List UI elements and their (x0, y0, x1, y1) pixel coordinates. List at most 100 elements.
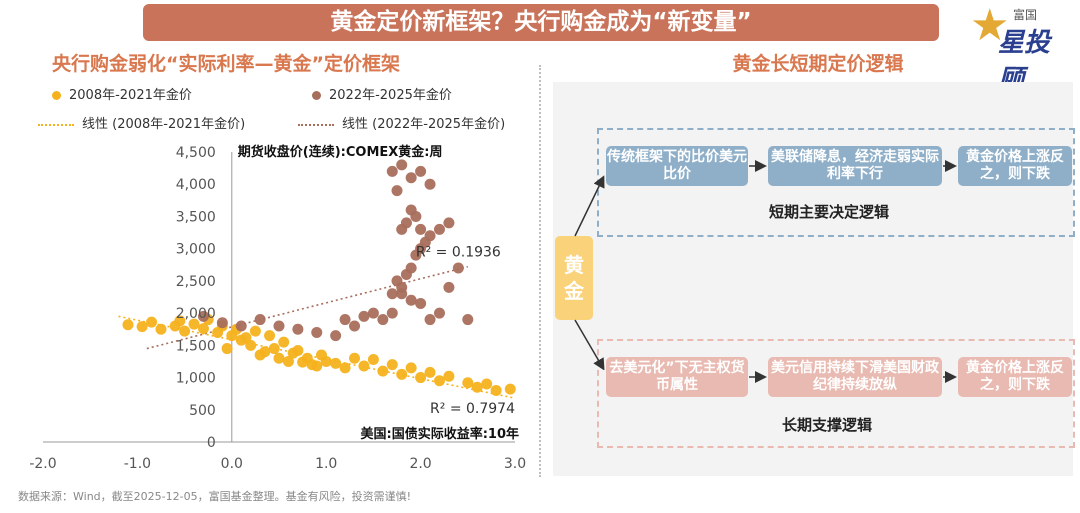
r2-label-series1: R² = 0.7974 (430, 401, 515, 417)
point-series2 (415, 165, 427, 177)
point-series1 (349, 352, 361, 364)
point-series1 (330, 357, 342, 369)
y-tick-label: 500 (189, 403, 216, 419)
point-series1 (396, 368, 408, 380)
point-series2 (462, 314, 474, 326)
legend-dot-series2 (312, 91, 321, 100)
point-series1 (367, 354, 379, 366)
x-tick-label: -2.0 (29, 456, 56, 472)
banner-title: 黄金定价新框架？央行购金成为“新变量” (143, 4, 939, 41)
point-series1 (386, 359, 398, 371)
point-series1 (490, 384, 502, 396)
point-series2 (197, 310, 209, 322)
point-series1 (254, 349, 266, 361)
point-series2 (415, 297, 427, 309)
right-title: 黄金长短期定价逻辑 (732, 53, 904, 75)
r2-label-series2: R² = 0.1936 (416, 244, 501, 260)
point-series2 (386, 288, 398, 300)
x-tick-label: -1.0 (124, 456, 151, 472)
point-series1 (197, 323, 209, 335)
point-series2 (443, 281, 455, 293)
long-box-1: 去美元化”下无主权货币属性 (606, 357, 748, 397)
y-tick-label: 3,000 (176, 242, 216, 258)
point-series2 (400, 217, 412, 229)
point-series2 (311, 326, 323, 338)
x-axis-title: 美国:国债实际收益率:10年 (361, 426, 520, 442)
point-series1 (462, 377, 474, 389)
legend-label-series2: 2022年-2025年金价 (329, 88, 452, 103)
legend-dot-series1 (52, 91, 61, 100)
point-series2 (452, 262, 464, 274)
legend-label-series1: 2008年-2021年金价 (69, 88, 192, 103)
point-series2 (396, 281, 408, 293)
point-series1 (136, 321, 148, 333)
legend-series1: 2008年-2021年金价 (52, 84, 192, 103)
point-series2 (235, 320, 247, 332)
point-series1 (273, 352, 285, 364)
point-series1 (481, 378, 493, 390)
point-series1 (415, 372, 427, 384)
y-axis-title: 期货收盘价(连续):COMEX黄金:周 (238, 144, 443, 160)
point-series1 (471, 381, 483, 393)
gold-label: 黄金 (555, 236, 593, 320)
point-series1 (287, 347, 299, 359)
point-series1 (268, 343, 280, 355)
point-series1 (443, 370, 455, 382)
point-series1 (377, 365, 389, 377)
point-series2 (415, 223, 427, 235)
point-series2 (377, 314, 389, 326)
point-series2 (386, 165, 398, 177)
brand-logo: ★ 富国 星投顾 (970, 2, 1074, 96)
point-series1 (278, 336, 290, 348)
footer-source: 数据来源：Wind，截至2025-12-05，富国基金整理。基金有风险，投资需谨… (18, 490, 411, 503)
point-series1 (188, 318, 200, 330)
legend-line-trend2 (298, 123, 334, 126)
point-series2 (424, 314, 436, 326)
x-tick-label: 3.0 (504, 456, 526, 472)
point-series1 (179, 325, 191, 337)
point-series1 (504, 383, 516, 395)
point-series1 (358, 360, 370, 372)
short-term-label: 短期主要决定逻辑 (769, 203, 890, 221)
point-series2 (216, 317, 228, 329)
y-tick-label: 2,500 (176, 274, 216, 290)
long-box-2: 美元信用持续下滑美国财政纪律持续放纵 (768, 357, 942, 397)
section-divider (539, 65, 541, 477)
point-series2 (339, 314, 351, 326)
point-series2 (391, 185, 403, 197)
point-series1 (433, 375, 445, 387)
point-series2 (405, 294, 417, 306)
point-series1 (174, 315, 186, 327)
point-series2 (273, 320, 285, 332)
logo-line1: 富国 (1013, 8, 1038, 22)
short-box-1: 传统框架下的比价美元比价 (606, 146, 748, 186)
point-series2 (433, 223, 445, 235)
y-tick-label: 1,000 (176, 371, 216, 387)
point-series2 (254, 314, 266, 326)
point-series2 (433, 307, 445, 319)
point-series2 (292, 323, 304, 335)
point-series1 (146, 316, 158, 328)
x-tick-label: 1.0 (315, 456, 337, 472)
branch-arrows (574, 175, 605, 370)
point-series1 (155, 323, 167, 335)
point-series1 (424, 366, 436, 378)
point-series2 (330, 330, 342, 342)
legend-trend1: 线性 (2008年-2021年金价) (38, 113, 245, 132)
point-series2 (405, 172, 417, 184)
point-series1 (249, 325, 261, 337)
legend-line-trend1 (38, 123, 74, 126)
point-series2 (367, 307, 379, 319)
y-tick-label: 4,500 (176, 145, 216, 161)
y-tick-label: 2,000 (176, 306, 216, 322)
legend-series2: 2022年-2025年金价 (312, 84, 452, 103)
point-series2 (358, 310, 370, 322)
left-chart-title: 央行购金弱化“实际利率—黄金”定价框架 (52, 53, 400, 75)
point-series2 (410, 210, 422, 222)
point-series1 (339, 362, 351, 374)
x-tick-label: 2.0 (409, 456, 431, 472)
y-tick-label: 0 (207, 435, 216, 451)
legend-label-trend1: 线性 (2008年-2021年金价) (82, 117, 246, 132)
trendline-2 (146, 265, 468, 350)
y-tick-label: 4,000 (176, 177, 216, 193)
